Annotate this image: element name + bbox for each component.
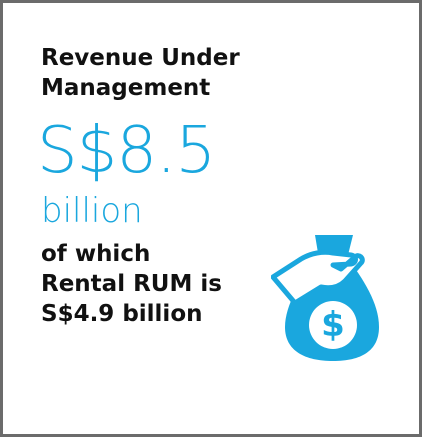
- money-bag-icon: $: [271, 235, 379, 361]
- heading: Revenue Under Management: [41, 45, 240, 101]
- unit: billion: [41, 191, 143, 231]
- note: of which Rental RUM is S$4.9 billion: [41, 241, 222, 327]
- amount: S$8.5: [37, 114, 216, 188]
- svg-text:$: $: [321, 305, 345, 345]
